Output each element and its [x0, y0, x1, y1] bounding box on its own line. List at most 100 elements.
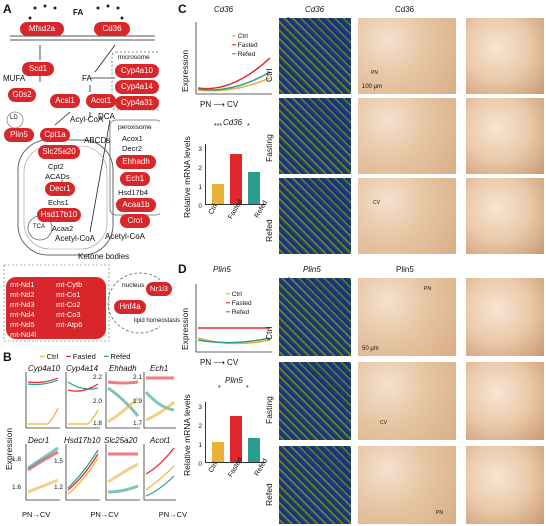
panel-c-bar-xticks: Ctrl Fasted Refed — [208, 198, 271, 220]
panel-d-xaxis: PN ⟶ CV — [200, 358, 239, 367]
bar-refed — [248, 438, 260, 462]
cv-marker: CV — [373, 200, 380, 206]
gene-decr2: Decr2 — [122, 144, 143, 153]
ihc-image-ctrl — [358, 278, 456, 356]
gene-mfsd2a: Mfsd2a — [20, 22, 64, 36]
bar-ctrl — [212, 442, 224, 462]
xaxis-label: PN→CV — [158, 510, 188, 519]
ytick: 0 — [198, 461, 202, 468]
pn-marker: PN — [371, 70, 378, 76]
panel-d-bar-ylabel: Relative mRNA levels — [182, 394, 192, 476]
ytick: 3 — [198, 404, 202, 411]
tick-hsd-1: 1.5 — [54, 458, 64, 465]
bar-refed — [248, 172, 260, 204]
bar-ctrl — [212, 184, 224, 204]
panel-b-minicharts — [25, 372, 176, 501]
tick-ech1-1: 2.1 — [133, 374, 143, 381]
gene-cyp4a14: Cyp4a14 — [115, 80, 159, 94]
mt-gene: mt-Atp6 — [56, 320, 83, 329]
mt-gene: mt-Nd2 — [10, 290, 35, 299]
ld-label: LD — [10, 115, 18, 121]
gene-title-cyp4a14: Cyp4a14 — [66, 364, 99, 373]
panel-d-bar-title: Plin5 — [225, 376, 243, 385]
gene-slc25a20: Slc25a20 — [38, 145, 80, 159]
peroxisome-label: peroxisome — [118, 124, 152, 131]
microsome-label: microsome — [118, 54, 150, 61]
fa-mid-label: FA — [82, 74, 92, 83]
ihc-zoom-fasting — [466, 98, 544, 174]
panel-letter-c: C — [178, 2, 187, 16]
scale-bar-label: 50 μm — [362, 346, 379, 352]
ihc-image-refed — [358, 178, 456, 254]
gene-plin5: Plin5 — [4, 128, 34, 142]
tick-ehhadh-1: 2.2 — [93, 374, 103, 381]
spatial-map-refed — [279, 446, 351, 524]
gene-echs1: Echs1 — [48, 198, 69, 207]
mt-gene: mt-Nd5 — [10, 320, 35, 329]
panel-letter-a: A — [3, 2, 12, 16]
panel-d-legend: ━ Ctrl ━ Fasted ━ Refed — [226, 290, 252, 317]
gene-title-slc25a20: Slc25a20 — [104, 436, 138, 445]
tick-ehhadh-2: 2.0 — [93, 398, 103, 405]
mt-gene: mt-Nd3 — [10, 300, 35, 309]
cv-marker: CV — [380, 420, 387, 426]
gene-acot1: Acot1 — [86, 94, 116, 108]
mt-gene: mt-Cytb — [56, 280, 83, 289]
gene-acsl1: Acsl1 — [50, 94, 80, 108]
mt-gene: mt-Nd1 — [10, 280, 35, 289]
gene-title-ehhadh: Ehhadh — [109, 364, 137, 373]
panel-d-bar-xticks: Ctrl Fasted Refed — [208, 456, 271, 478]
legend-fasted: ━ Fasted — [66, 352, 96, 361]
tick-ech1-2: 1.9 — [133, 398, 143, 405]
mt-gene-box: mt-Nd1 mt-Cytb mt-Nd2 mt-Co1 mt-Nd3 mt-C… — [6, 277, 106, 339]
mt-gene: mt-Nd4 — [10, 310, 35, 319]
panel-d-bar-plot — [205, 402, 266, 463]
gene-hsd17b4: Hsd17b4 — [118, 188, 149, 197]
abcds-label: ABCDs — [84, 136, 111, 145]
acetyl-coa-mito-label: Acetyl-CoA — [55, 234, 96, 243]
xaxis-label: PN→CV — [22, 510, 51, 519]
pn-marker: PN — [436, 510, 443, 516]
spatial-title-cd36: Cd36 — [305, 5, 325, 14]
spatial-map-fasting — [279, 362, 351, 440]
ihc-zoom-refed — [466, 178, 544, 254]
gene-g0s2: G0s2 — [8, 88, 36, 102]
sig-marker-2: * — [246, 385, 249, 392]
panel-b-ylabel: Expression — [4, 427, 14, 470]
gene-acads: ACADs — [45, 172, 70, 181]
mt-gene: mt-Co2 — [56, 300, 81, 309]
gene-ehhadh: Ehhadh — [116, 155, 156, 169]
ihc-title-cd36: Cd36 — [395, 5, 415, 14]
gene-ech1: Ech1 — [120, 172, 150, 186]
gene-cd36: Cd36 — [94, 22, 130, 36]
bar-fasted — [230, 416, 242, 462]
legend-refed: ━ Refed — [103, 352, 131, 361]
ytick: 3 — [198, 146, 202, 153]
panel-d-gene-title: Plin5 — [213, 265, 231, 274]
ihc-image-ctrl — [358, 18, 456, 94]
legend-ctrl: ━ Ctrl — [40, 352, 59, 361]
panel-d-bar-yticks: 3 2 1 0 — [194, 398, 202, 474]
ketone-bodies-label: Ketone bodies — [78, 252, 130, 261]
tick-decr1-1: 1.8 — [12, 456, 22, 463]
spatial-map-ctrl — [279, 18, 351, 94]
sig-marker-1: *** — [214, 123, 223, 130]
legend-refed: ━ Refed — [232, 51, 256, 58]
ihc-image-fasting — [358, 362, 456, 440]
dca-label: DCA — [98, 112, 115, 121]
gene-decr1: Decr1 — [45, 182, 75, 196]
sig-marker-2: * — [247, 123, 250, 130]
spatial-map-refed — [279, 178, 351, 254]
legend-ctrl: ━ Ctrl — [226, 291, 242, 298]
ihc-title-plin5: Plin5 — [396, 265, 414, 274]
nucleus-label: nucleus — [122, 282, 145, 289]
panel-d-line-chart — [195, 284, 272, 353]
acyl-coa-label: Acyl-CoA — [70, 115, 104, 124]
tick-ech1-3: 1.7 — [133, 420, 143, 427]
gene-hsd17b10: Hsd17b10 — [37, 208, 81, 222]
tick-decr1-2: 1.6 — [12, 484, 22, 491]
scale-bar-label: 100 μm — [362, 84, 383, 90]
ytick: 1 — [198, 184, 202, 191]
row-label-fasting: Fasting — [264, 396, 274, 424]
legend-fasted: ━ Fasted — [232, 42, 258, 49]
